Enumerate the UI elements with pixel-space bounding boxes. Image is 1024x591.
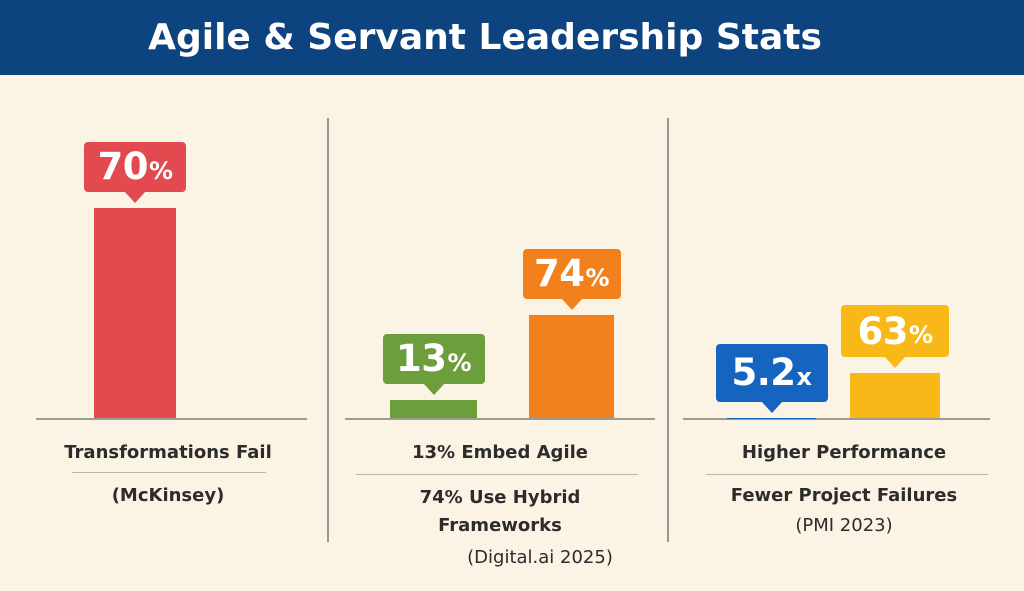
page-title: Agile & Servant Leadership Stats	[148, 17, 822, 58]
chart-baseline	[345, 418, 655, 420]
data-label-unit: %	[585, 263, 610, 292]
callout-74-percent: 74%	[522, 248, 621, 310]
label-hybrid-line1: 74% Use Hybrid	[419, 487, 581, 508]
panel-divider-1	[327, 118, 329, 542]
data-label-unit: %	[447, 348, 472, 377]
data-label: 70%	[84, 142, 186, 192]
data-label-value: 5.2	[731, 351, 796, 395]
label-rule	[356, 474, 638, 475]
callout-70-percent: 70%	[84, 141, 186, 203]
source-digital-ai: (Digital.ai 2025)	[467, 547, 613, 568]
data-label: 5.2 x	[716, 344, 828, 402]
source-pmi: (PMI 2023)	[795, 515, 893, 536]
data-label-unit: x	[796, 362, 812, 391]
data-label: 74%	[523, 249, 621, 299]
label-transformations-fail: Transformations Fail	[64, 442, 272, 463]
label-rule	[72, 472, 266, 473]
data-label: 13%	[383, 334, 485, 384]
chart-baseline	[36, 418, 307, 420]
data-label: 63%	[841, 305, 949, 357]
label-higher-performance: Higher Performance	[741, 442, 947, 463]
source-mckinsey: (McKinsey)	[111, 485, 225, 506]
data-label-value: 74	[533, 252, 585, 295]
data-label-value: 70	[97, 145, 148, 189]
data-label-value: 63	[857, 309, 908, 353]
callout-5-2x: 5.2 x	[715, 343, 828, 413]
bar-embed-agile	[390, 399, 477, 418]
data-label-unit: %	[908, 321, 933, 350]
label-rule	[706, 474, 988, 475]
bar-fewer-failures	[850, 373, 940, 418]
data-label-unit: %	[148, 156, 173, 185]
bar-transformations-fail	[94, 207, 176, 418]
chart-baseline	[683, 418, 990, 420]
callout-63-percent: 63%	[841, 305, 949, 369]
callout-13-percent: 13%	[382, 333, 485, 395]
panel-divider-2	[667, 118, 669, 542]
label-fewer-failures: Fewer Project Failures	[730, 485, 958, 506]
label-embed-agile: 13% Embed Agile	[411, 442, 588, 463]
label-hybrid-line2: Frameworks	[438, 515, 562, 536]
header-bar: Agile & Servant Leadership Stats	[0, 0, 1024, 75]
data-label-value: 13	[395, 337, 447, 381]
bar-hybrid-frameworks	[529, 314, 614, 418]
